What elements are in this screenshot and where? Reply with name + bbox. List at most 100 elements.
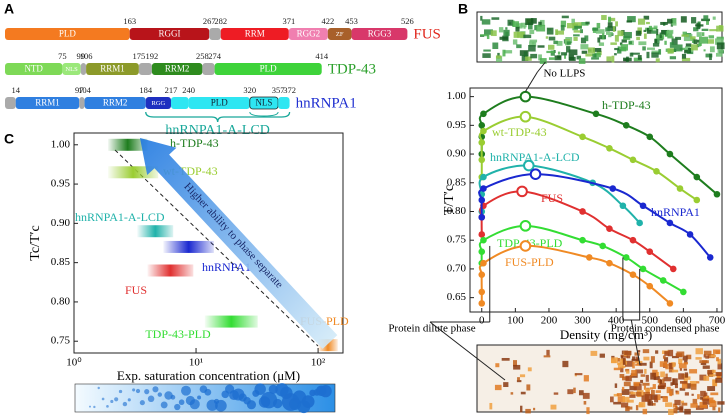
snapshot-blob bbox=[626, 20, 632, 23]
snapshot-blob bbox=[580, 37, 587, 44]
residue-number: 184 bbox=[139, 85, 153, 95]
snapshot-blob bbox=[646, 51, 650, 59]
snapshot-blob bbox=[626, 355, 631, 359]
y-tick-label: 0.95 bbox=[51, 178, 71, 190]
snapshot-blob bbox=[566, 23, 576, 29]
droplet bbox=[189, 399, 200, 410]
series-label: hnRNPA1-A-LCD bbox=[490, 150, 580, 164]
snapshot-blob bbox=[656, 371, 660, 377]
domain bbox=[214, 63, 322, 75]
domain-label: RRM2 bbox=[165, 64, 190, 74]
snapshot-blob bbox=[530, 18, 537, 24]
domain bbox=[209, 28, 221, 40]
y-tick-label: 0.75 bbox=[51, 335, 71, 347]
snapshot-blob bbox=[655, 350, 659, 354]
snapshot-blob bbox=[516, 31, 525, 38]
snapshot-blob bbox=[626, 406, 633, 410]
snapshot-blob bbox=[634, 352, 640, 356]
snapshot-blob bbox=[610, 42, 617, 45]
snapshot-blob bbox=[513, 360, 518, 367]
snapshot-blob bbox=[660, 371, 665, 378]
snapshot-blob bbox=[527, 367, 532, 372]
snapshot-blob bbox=[613, 367, 621, 371]
snapshot-blob bbox=[587, 47, 595, 54]
data-point bbox=[478, 231, 486, 238]
snapshot-blob bbox=[637, 55, 642, 60]
snapshot-blob bbox=[515, 26, 520, 32]
snapshot-blob bbox=[690, 36, 696, 40]
snapshot-blob bbox=[689, 369, 698, 374]
snapshot-blob bbox=[573, 34, 580, 37]
domain bbox=[5, 97, 16, 109]
snapshot-blob bbox=[595, 29, 605, 34]
snapshot-blob bbox=[539, 58, 547, 64]
callout bbox=[525, 71, 538, 92]
snapshot-blob bbox=[715, 52, 723, 57]
snapshot-blob bbox=[632, 356, 636, 361]
data-point bbox=[653, 167, 660, 175]
data-point bbox=[669, 265, 677, 273]
data-point bbox=[478, 196, 486, 204]
data-point bbox=[706, 254, 714, 261]
snapshot-blob bbox=[718, 407, 721, 413]
snapshot-blob bbox=[560, 25, 565, 31]
residue-number: 175 bbox=[133, 51, 146, 61]
snapshot-blob bbox=[683, 376, 691, 380]
snapshot-blob bbox=[626, 370, 630, 374]
snapshot-blob bbox=[700, 362, 707, 366]
snapshot-blob bbox=[553, 40, 558, 45]
snapshot-blob bbox=[684, 392, 689, 396]
snapshot-blob bbox=[557, 51, 561, 55]
snapshot-blob bbox=[674, 383, 678, 389]
snapshot-blob bbox=[691, 393, 694, 396]
snapshot-blob bbox=[513, 31, 520, 38]
snapshot-blob bbox=[659, 32, 662, 39]
snapshot-blob bbox=[675, 36, 682, 40]
snapshot-blob bbox=[634, 360, 643, 364]
snapshot-blob bbox=[644, 368, 647, 374]
snapshot-blob bbox=[483, 49, 491, 52]
snapshot-blob bbox=[649, 361, 653, 369]
snapshot-blob bbox=[623, 31, 632, 39]
snapshot-blob bbox=[671, 362, 676, 368]
snapshot-blob bbox=[650, 372, 656, 380]
snapshot-blob bbox=[641, 395, 649, 402]
snapshot-blob bbox=[616, 393, 623, 397]
snapshot-blob bbox=[619, 42, 623, 46]
snapshot-blob bbox=[684, 49, 688, 54]
snapshot-blob bbox=[490, 30, 497, 37]
snapshot-blob bbox=[515, 23, 523, 29]
domain-label: ZF bbox=[336, 31, 344, 38]
data-point bbox=[606, 145, 613, 152]
snapshot-blob bbox=[571, 18, 575, 25]
critical-point bbox=[529, 168, 542, 180]
droplet bbox=[89, 405, 91, 408]
snapshot-blob bbox=[702, 365, 710, 369]
data-point bbox=[478, 271, 486, 278]
snapshot-blob bbox=[642, 408, 648, 415]
snapshot-blob bbox=[681, 34, 689, 37]
snapshot-blob bbox=[712, 406, 716, 411]
snapshot-blob bbox=[613, 401, 622, 405]
residue-number: 372 bbox=[283, 85, 296, 95]
snapshot-blob bbox=[680, 16, 687, 23]
data-point bbox=[680, 288, 687, 296]
data-point bbox=[629, 156, 637, 164]
snapshot-blob bbox=[507, 19, 514, 26]
snapshot-blob bbox=[489, 402, 493, 410]
snapshot-blob bbox=[605, 31, 613, 35]
domain bbox=[171, 97, 189, 109]
domain bbox=[62, 63, 81, 75]
fit-curve bbox=[478, 244, 671, 305]
snapshot-blob bbox=[529, 39, 538, 43]
snapshot-blob bbox=[611, 357, 618, 364]
series-label: FUS-PLD bbox=[505, 255, 554, 269]
snapshot-blob bbox=[652, 403, 656, 406]
x-axis-label: Exp. saturation concentration (μM) bbox=[117, 368, 300, 383]
snapshot-blob bbox=[655, 390, 662, 393]
x-tick-label: 0 bbox=[479, 315, 485, 327]
snapshot-blob bbox=[498, 27, 504, 33]
domain-label: RRM bbox=[245, 29, 265, 39]
snapshot-blob bbox=[561, 52, 568, 56]
